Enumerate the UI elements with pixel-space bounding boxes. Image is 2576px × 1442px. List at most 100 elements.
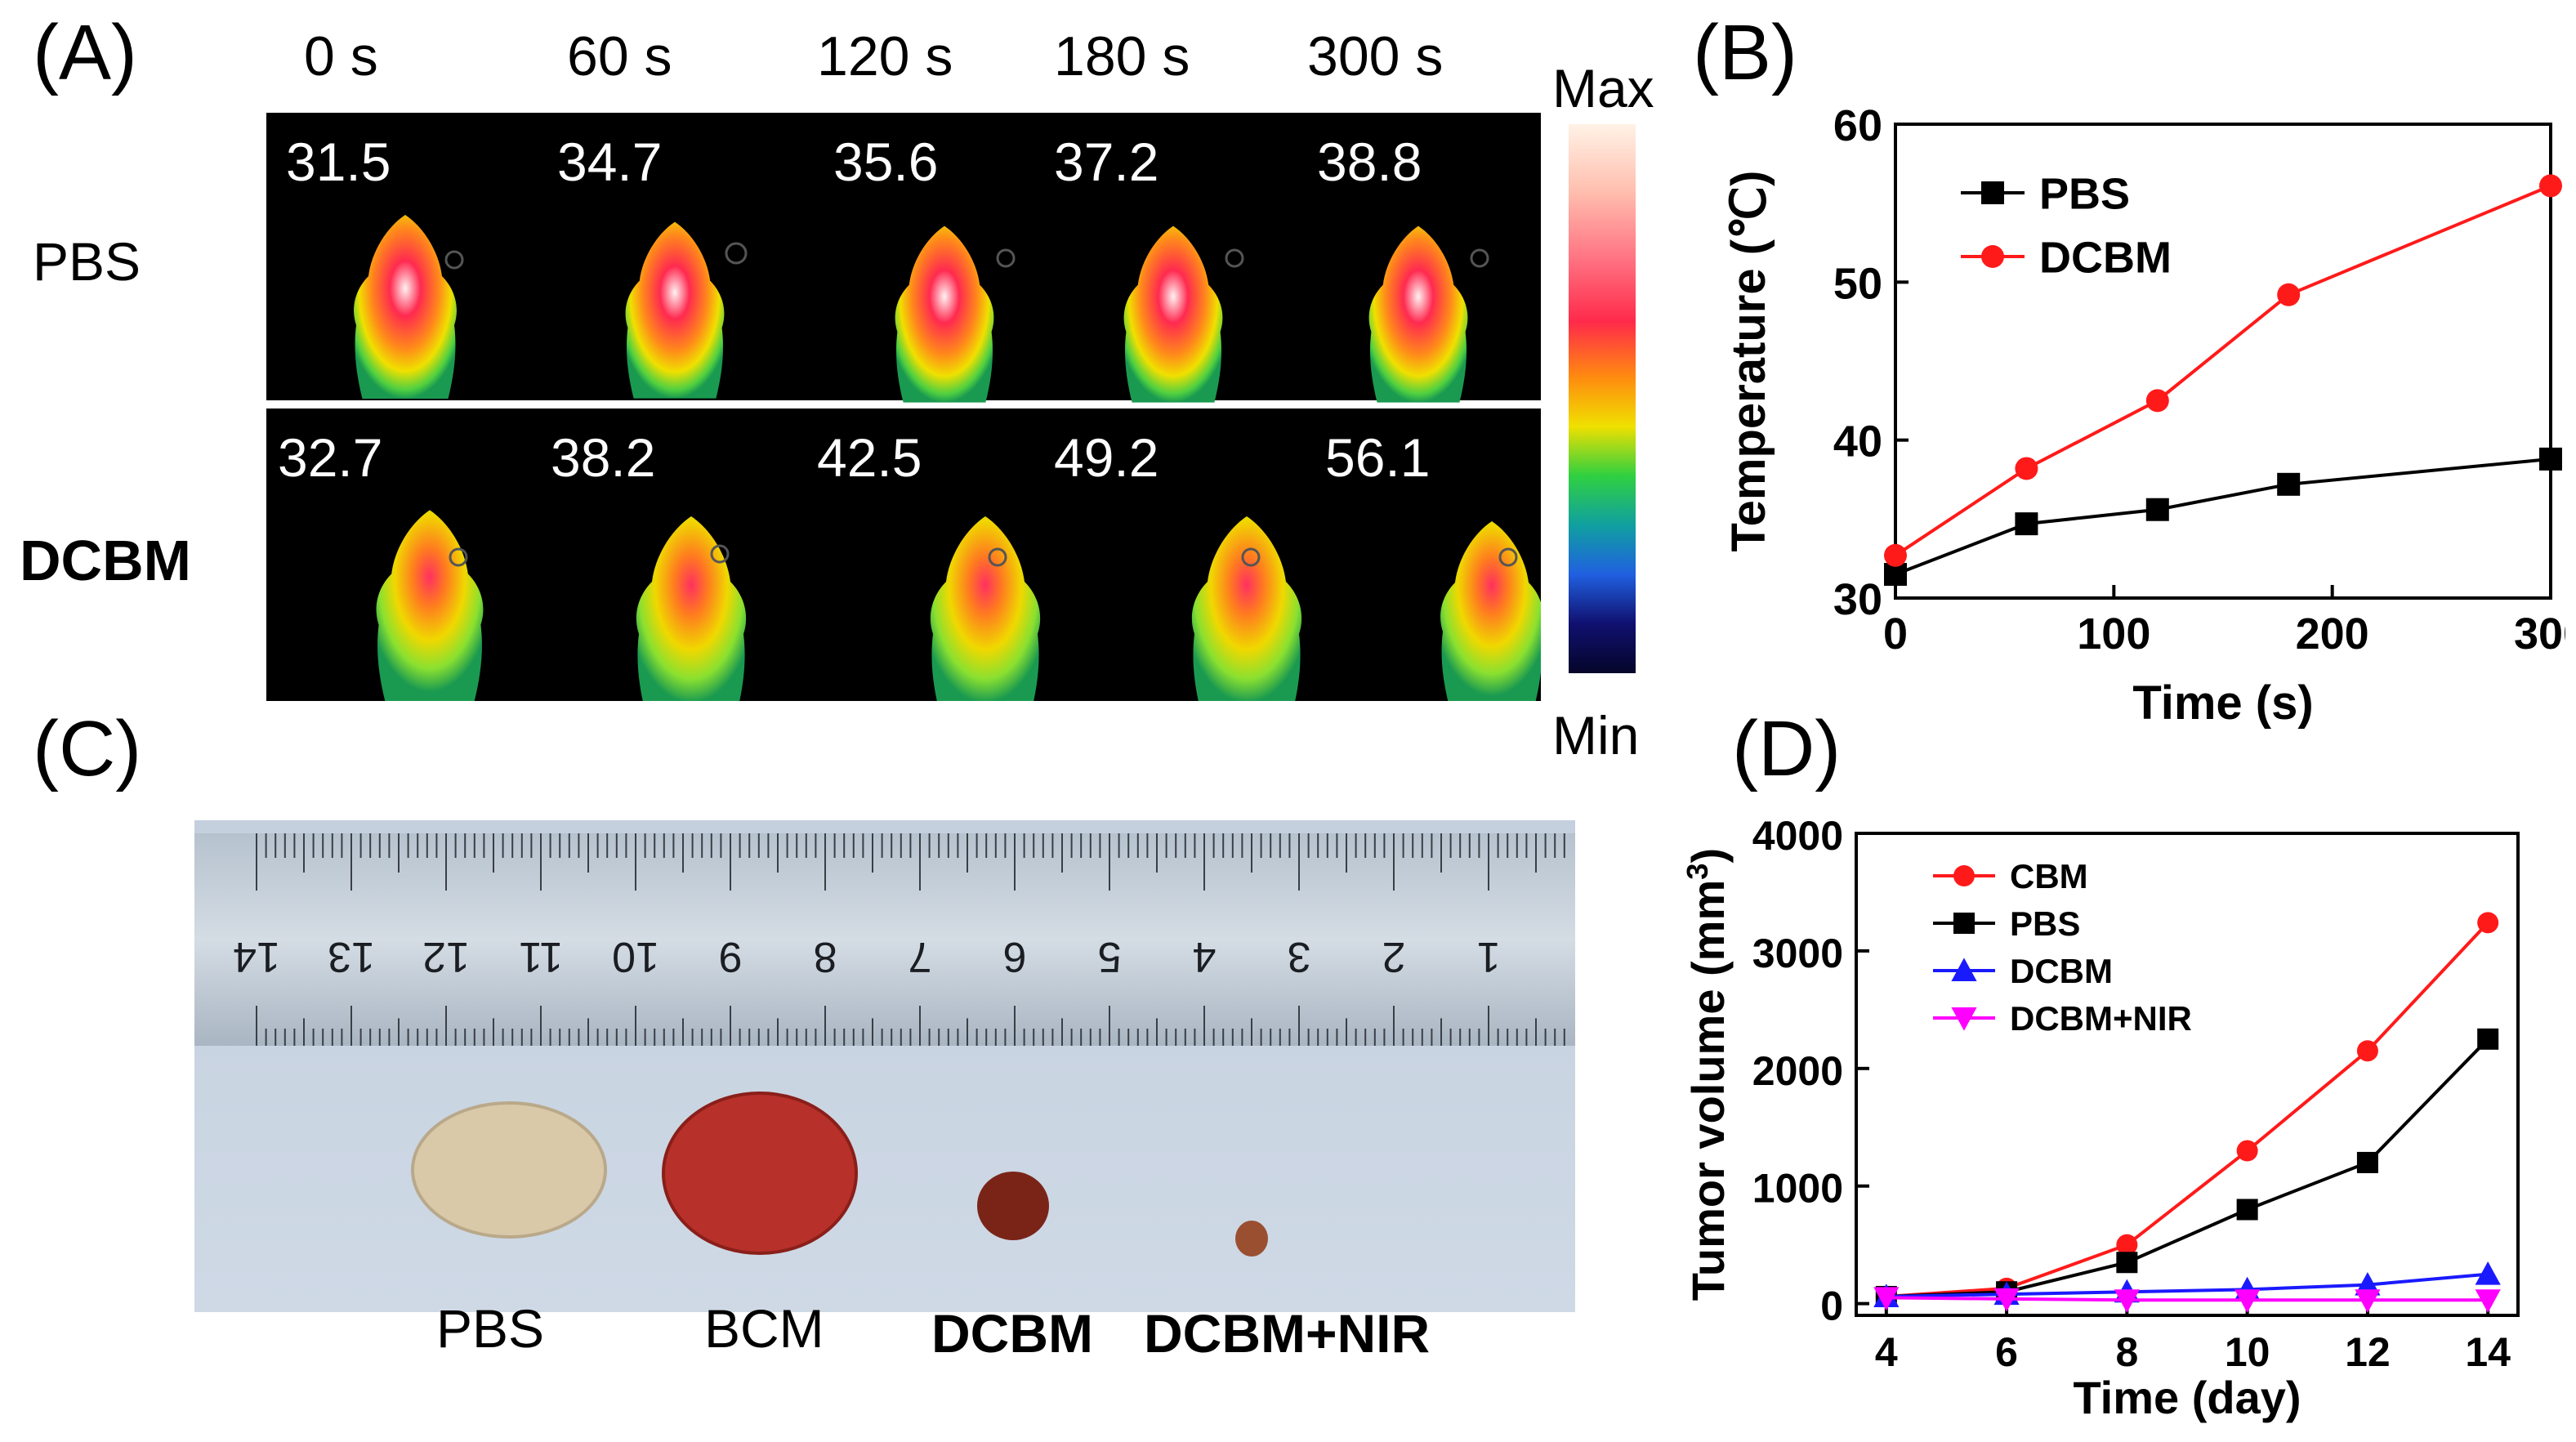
x-tick-label: 12 <box>2345 1329 2391 1375</box>
ruler-number: 8 <box>814 933 837 980</box>
data-point-pbs <box>2015 512 2038 536</box>
temp-pbs-2: 35.6 <box>833 132 939 192</box>
data-point-pbs <box>2236 1199 2258 1221</box>
y-axis-label: Temperature (℃) <box>1722 171 1775 552</box>
y-tick-label: 4000 <box>1752 813 1843 859</box>
data-point-dcbm-nir <box>1873 1287 1900 1311</box>
ruler-number: 1 <box>1477 933 1501 980</box>
data-point-cbm <box>2356 1040 2378 1062</box>
time-label-180: 180 s <box>1054 25 1190 87</box>
x-tick-label: 100 <box>2077 609 2150 658</box>
x-tick-label: 10 <box>2225 1329 2270 1375</box>
x-axis-label: Time (s) <box>2132 676 2313 730</box>
plot-frame <box>1894 123 2552 600</box>
series-line-dcbm <box>1894 184 2551 557</box>
x-tick-label: 6 <box>1995 1329 2018 1375</box>
data-point-cbm <box>2477 912 2499 934</box>
ruler-number: 2 <box>1382 933 1406 980</box>
temp-pbs-1: 34.7 <box>557 132 663 192</box>
sample-label-dcbm: DCBM <box>931 1303 1093 1364</box>
data-point-dcbm <box>1884 543 1907 567</box>
y-axis-label: Tumor volume (mm3) <box>1681 848 1734 1301</box>
tumor-dcbm-nir <box>1235 1221 1268 1257</box>
ruler-number: 11 <box>519 933 563 980</box>
crosshair-markers <box>444 242 1518 567</box>
temp-dcbm-1: 38.2 <box>551 427 656 488</box>
y-tick-label: 40 <box>1833 417 1882 467</box>
data-point-pbs <box>2145 498 2169 521</box>
temp-dcbm-3: 49.2 <box>1054 427 1159 488</box>
y-tick-label: 30 <box>1833 575 1882 624</box>
ruler <box>194 833 1575 1046</box>
legend-label: DCBM <box>2039 233 2172 282</box>
time-label-60: 60 s <box>567 25 672 87</box>
data-point-dcbm-nir <box>2114 1289 2140 1313</box>
time-label-300: 300 s <box>1307 25 1444 87</box>
x-tick-label: 200 <box>2296 609 2369 658</box>
series-line-cbm <box>1886 921 2489 1298</box>
x-axis-label: Time (day) <box>2073 1372 2301 1423</box>
data-point-dcbm-nir <box>2355 1289 2381 1313</box>
panel-c-label: (C) <box>33 705 142 792</box>
legend-label: DCBM+NIR <box>2010 999 2192 1038</box>
row-label-dcbm: DCBM <box>20 529 191 592</box>
y-tick-label: 60 <box>1833 101 1882 150</box>
legend-label: DCBM <box>2010 952 2113 990</box>
tumor-photo: 14 13 12 11 10 9 8 7 6 5 4 3 2 1 <box>194 820 1575 1312</box>
y-tick-label: 1000 <box>1752 1166 1843 1212</box>
ruler-number: 12 <box>422 933 470 980</box>
chart-d: 4 6 8 10 12 14 0 1000 2000 3000 4000 Time (day) Tumo… <box>1681 813 2520 1423</box>
data-point-pbs <box>2539 447 2562 471</box>
ruler-number: 4 <box>1193 933 1217 980</box>
y-tick-label: 0 <box>1820 1284 1843 1329</box>
series-line-pbs <box>1886 1038 2489 1298</box>
thermal-images <box>266 113 1541 701</box>
legend-label: PBS <box>2039 169 2130 218</box>
ruler-number: 7 <box>909 933 932 980</box>
x-tick-label: 14 <box>2465 1329 2511 1375</box>
legend-label: PBS <box>2010 904 2080 943</box>
data-point-pbs <box>2477 1028 2499 1050</box>
y-tick-label: 3000 <box>1752 931 1843 976</box>
data-point-dcbm-nir <box>2475 1289 2501 1313</box>
colorbar-max-label: Max <box>1552 58 1654 118</box>
time-label-0: 0 s <box>304 25 378 87</box>
temp-pbs-3: 37.2 <box>1054 132 1159 192</box>
tumor-pbs <box>411 1101 607 1239</box>
panel-b-label: (B) <box>1693 9 1797 96</box>
data-point-dcbm <box>2015 457 2038 480</box>
legend-marker <box>1951 958 1977 981</box>
ruler-number: 14 <box>233 933 280 980</box>
data-point-dcbm <box>2475 1261 2501 1285</box>
data-point-dcbm-nir <box>2234 1289 2261 1313</box>
data-point-pbs <box>2277 472 2301 496</box>
sample-label-pbs: PBS <box>436 1298 545 1359</box>
plot-frame <box>1855 832 2520 1317</box>
y-tick-label: 2000 <box>1752 1048 1843 1094</box>
x-tick-label: 8 <box>2115 1329 2138 1375</box>
temp-dcbm-2: 42.5 <box>817 427 922 488</box>
series-line-dcbm <box>1886 1272 2489 1298</box>
data-point-cbm <box>2116 1234 2138 1256</box>
legend-marker <box>1951 1007 1977 1031</box>
colorbar-min-label: Min <box>1552 705 1640 766</box>
x-tick-label: 4 <box>1875 1329 1898 1375</box>
tumor-bcm <box>662 1092 858 1255</box>
legend-marker <box>1953 865 1975 886</box>
legend-marker <box>1981 181 2004 204</box>
panel-a-label: (A) <box>33 9 137 96</box>
legend-label: CBM <box>2010 857 2088 895</box>
data-point-dcbm-nir <box>1993 1288 2020 1312</box>
x-tick-label: 0 <box>1883 609 1908 658</box>
series-line-pbs <box>1895 457 2551 576</box>
y-tick-label: 50 <box>1833 259 1882 308</box>
time-label-120: 120 s <box>817 25 953 87</box>
ruler-number: 10 <box>612 933 659 980</box>
temp-dcbm-0: 32.7 <box>278 427 383 488</box>
legend-marker <box>1981 245 2004 268</box>
tumor-dcbm <box>977 1172 1049 1240</box>
ruler-number: 6 <box>1003 933 1027 980</box>
temp-pbs-0: 31.5 <box>286 132 391 192</box>
colorbar <box>1569 124 1636 673</box>
sample-label-bcm: BCM <box>704 1298 824 1359</box>
